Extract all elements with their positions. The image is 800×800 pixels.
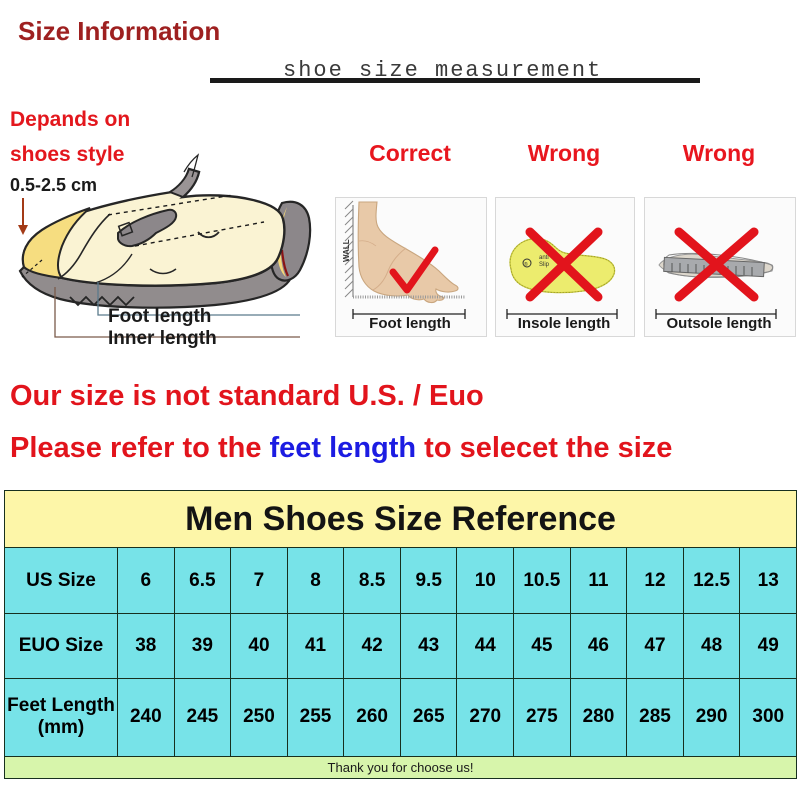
- svg-text:anti: anti: [539, 255, 549, 261]
- svg-text:Slip: Slip: [539, 262, 550, 268]
- svg-text:WALL: WALL: [342, 239, 351, 262]
- svg-text:®: ®: [524, 261, 528, 268]
